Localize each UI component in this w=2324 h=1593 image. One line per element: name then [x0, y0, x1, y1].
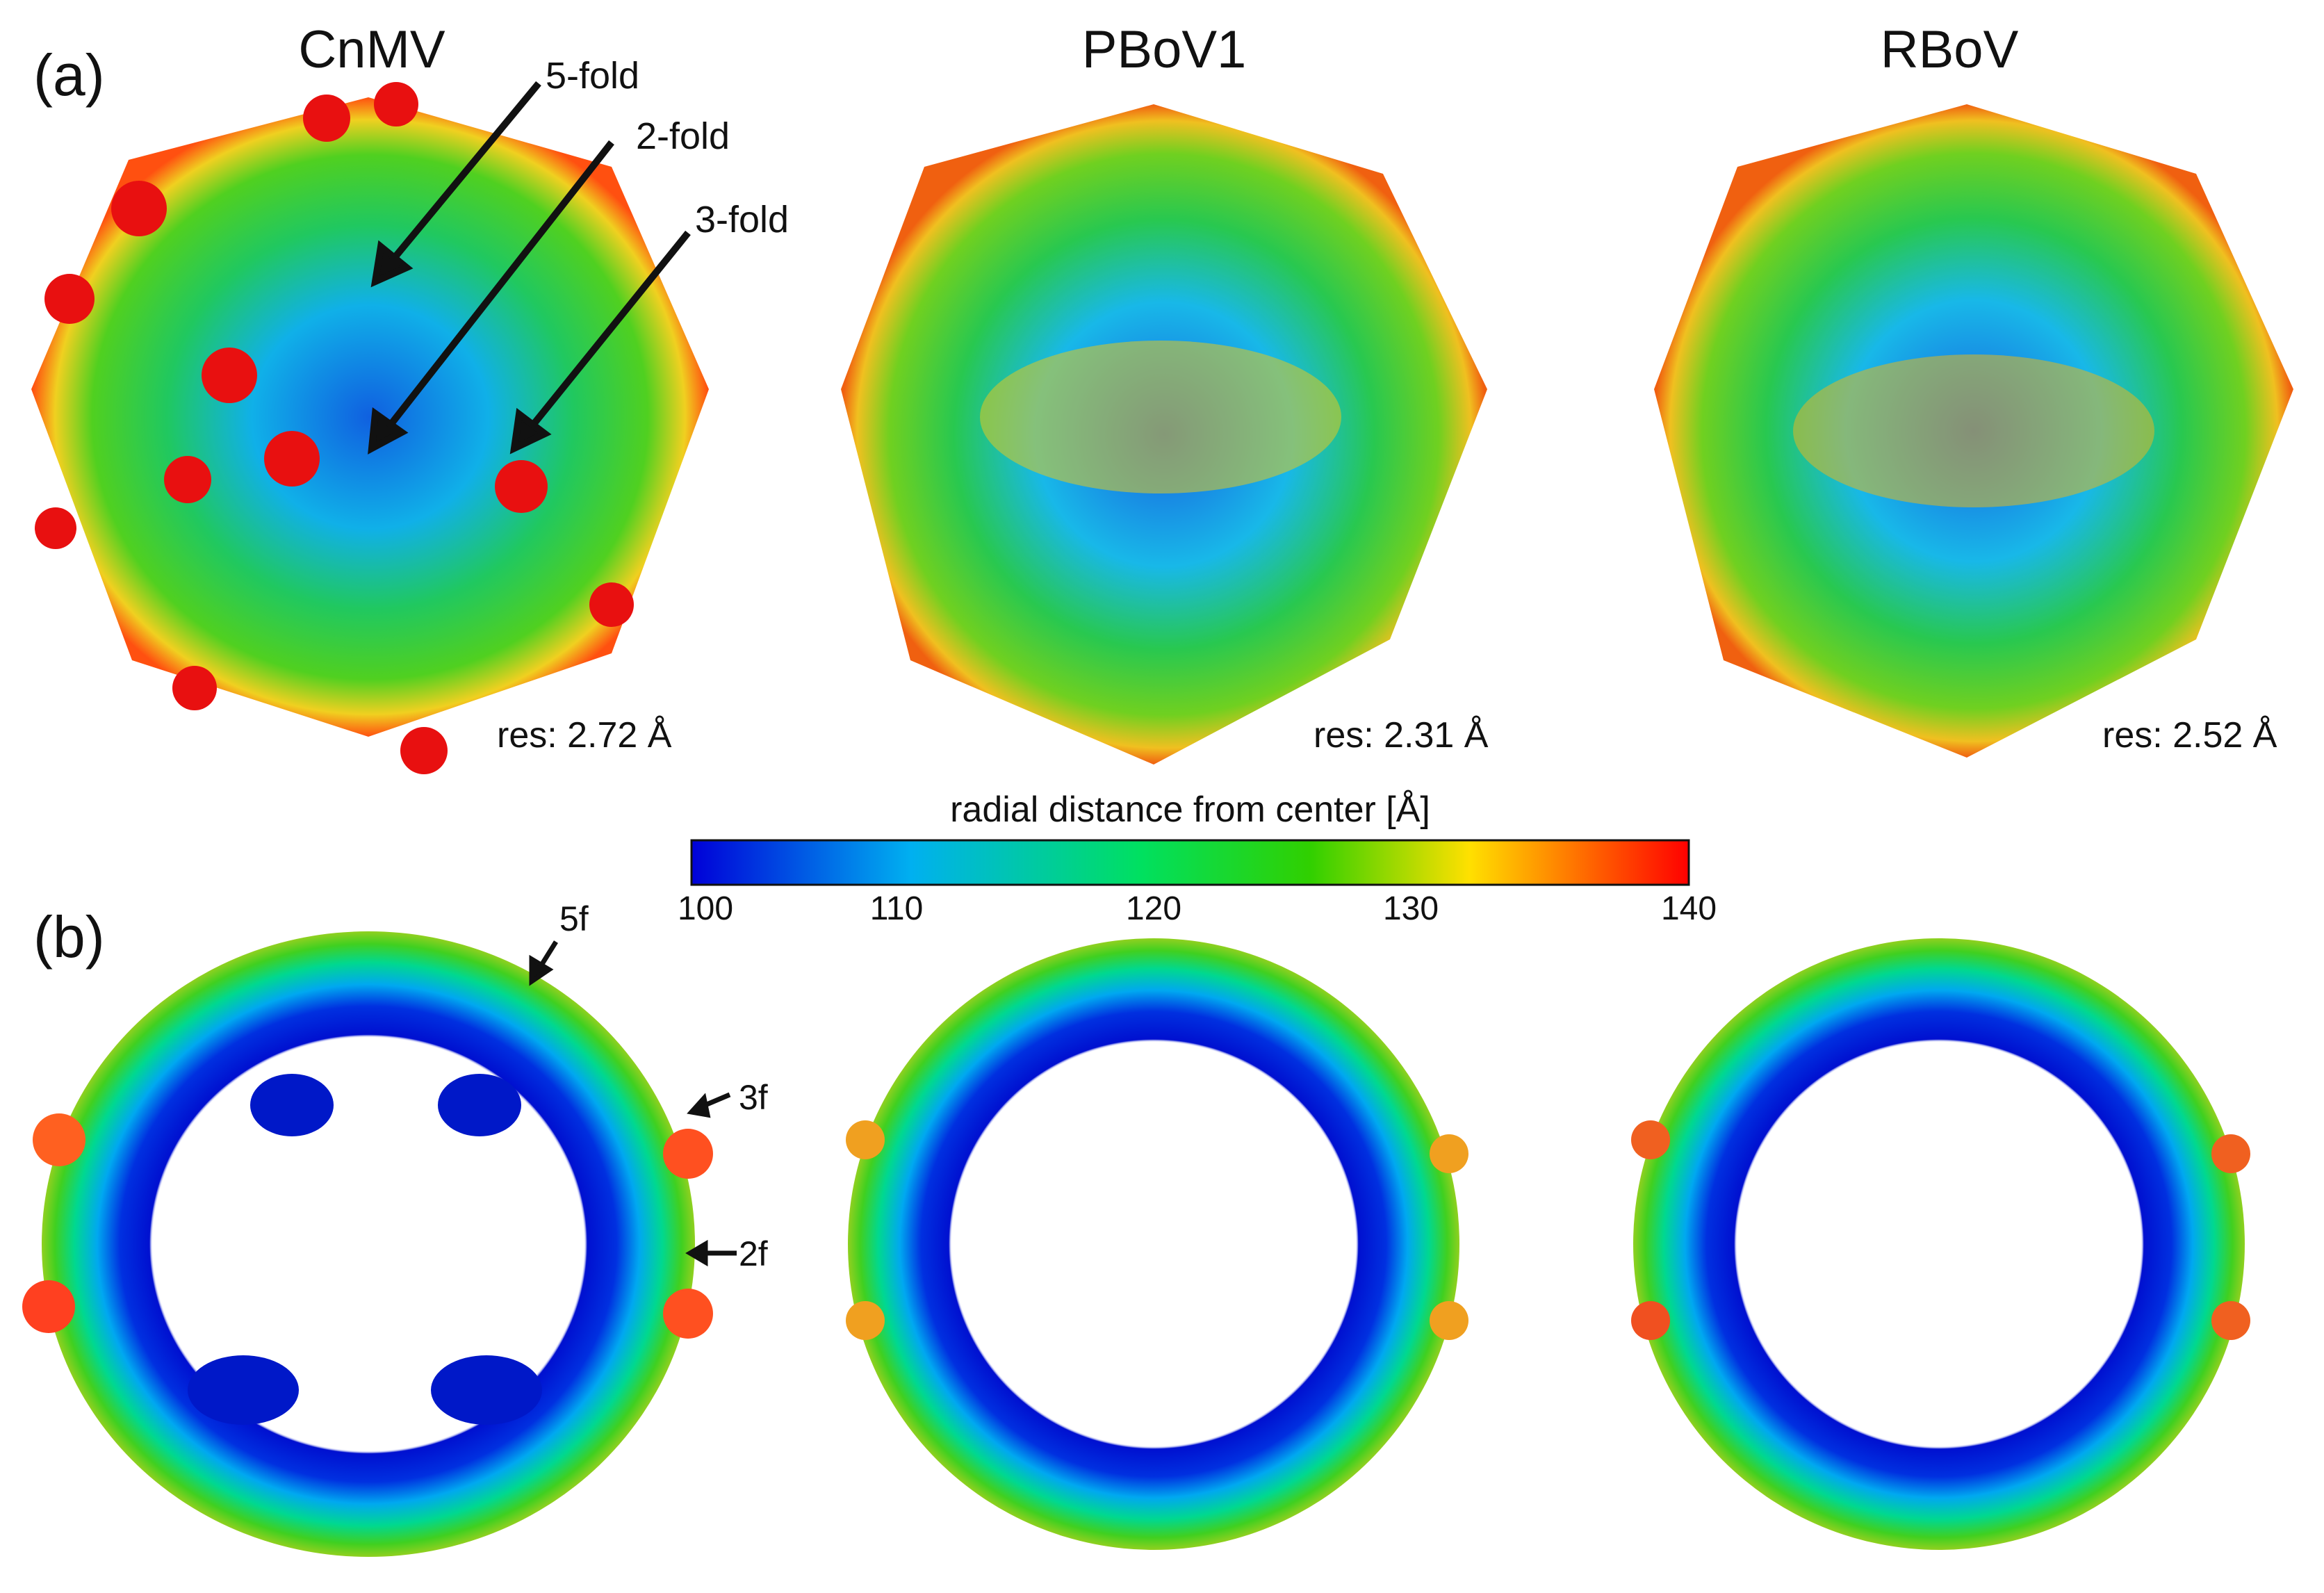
resolution-pbov1: res: 2.31 Å	[1314, 715, 1489, 755]
label-5f: 5f	[559, 899, 589, 938]
capsid-rbov	[1654, 104, 2293, 758]
capsid-pbov1	[841, 104, 1487, 765]
capsid-cnmv	[31, 82, 709, 774]
panel-label-a: (a)	[33, 42, 105, 108]
virus-title-cnmv: CnMV	[298, 20, 445, 79]
resolution-cnmv: res: 2.72 Å	[497, 715, 672, 755]
colorbar	[690, 839, 1690, 886]
virus-title-pbov1: PBoV1	[1081, 20, 1247, 79]
ring-cnmv	[22, 931, 713, 1557]
resolution-rbov: res: 2.52 Å	[2102, 715, 2277, 755]
colorbar-tick-140: 140	[1660, 890, 1717, 927]
virus-title-rbov: RBoV	[1880, 20, 2019, 79]
colorbar-tick-100: 100	[677, 890, 734, 927]
label-3f: 3f	[739, 1078, 768, 1117]
colorbar-tick-120: 120	[1125, 890, 1182, 927]
label-2f: 2f	[739, 1234, 768, 1273]
label-3-fold: 3-fold	[695, 199, 789, 240]
arrows-panel-a	[368, 81, 691, 455]
colorbar-tick-130: 130	[1382, 890, 1439, 927]
arrows-panel-b	[529, 940, 737, 1267]
colorbar-tick-110: 110	[869, 890, 924, 927]
ring-pbov1	[846, 938, 1468, 1550]
colorbar-label: radial distance from center [Å]	[950, 790, 1430, 830]
label-5-fold: 5-fold	[546, 55, 640, 97]
ring-rbov	[1631, 938, 2250, 1550]
panel-label-b: (b)	[33, 904, 105, 970]
label-2-fold: 2-fold	[636, 115, 730, 157]
